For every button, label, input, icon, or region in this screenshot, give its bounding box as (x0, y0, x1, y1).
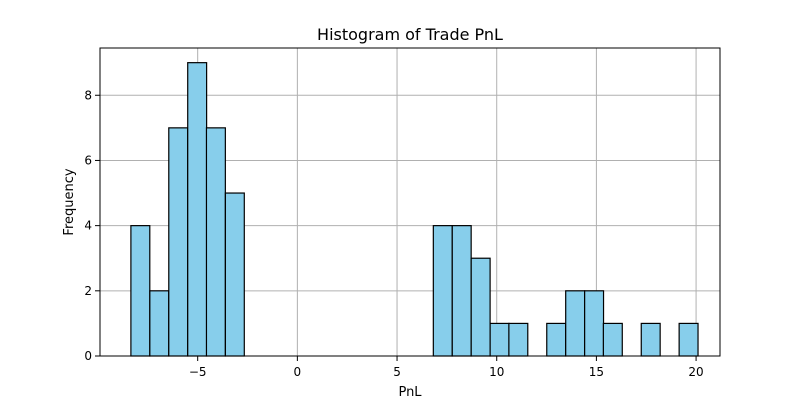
histogram-bar (640, 322, 661, 357)
y-tick-label: 6 (84, 153, 92, 167)
x-tick-label: 5 (393, 365, 401, 379)
histogram-bar (584, 290, 605, 357)
y-axis-ticks: 0 2 4 6 8 (84, 88, 100, 363)
plot-frame (99, 47, 721, 357)
histogram-bar (489, 322, 510, 357)
histogram-bar (149, 290, 170, 357)
y-tick-label: 0 (84, 349, 92, 363)
x-tick-label: 0 (294, 365, 302, 379)
histogram-bars (130, 62, 699, 357)
x-tick-label: 15 (589, 365, 604, 379)
x-tick-label: −5 (189, 365, 207, 379)
x-tick-label: 20 (688, 365, 703, 379)
chart-title: Histogram of Trade PnL (317, 25, 503, 44)
x-tick-label: 10 (489, 365, 504, 379)
histogram-bar (205, 127, 226, 357)
x-axis-label: PnL (398, 385, 422, 400)
x-axis-ticks: −5 0 5 10 15 20 (189, 356, 704, 379)
y-axis-label: Frequency (62, 168, 77, 235)
histogram-bar (432, 225, 453, 357)
histogram-bar (168, 127, 189, 357)
histogram-bar (508, 322, 529, 357)
histogram-bar (546, 322, 567, 357)
histogram-bar (565, 290, 586, 357)
y-tick-label: 2 (84, 284, 92, 298)
histogram-bar (602, 322, 623, 357)
histogram-bar (678, 322, 699, 357)
y-tick-label: 8 (84, 88, 92, 102)
histogram-bar (470, 257, 491, 357)
histogram-bar (130, 225, 151, 357)
histogram-bar (224, 192, 245, 357)
histogram-bar (451, 225, 472, 357)
histogram-bar (187, 62, 208, 357)
y-tick-label: 4 (84, 219, 92, 233)
